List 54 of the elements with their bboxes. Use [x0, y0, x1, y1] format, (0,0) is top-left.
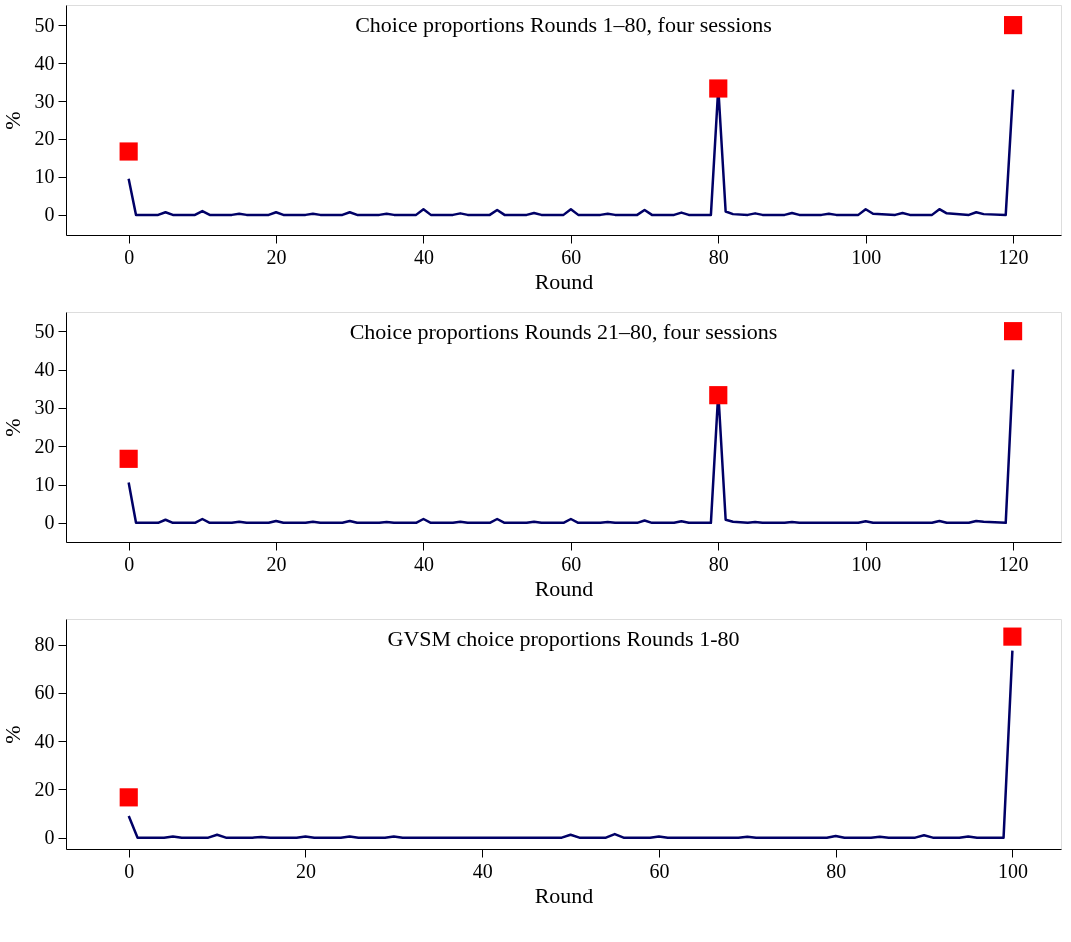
- x-tick-label: 120: [998, 552, 1029, 575]
- y-tick-label: 20: [34, 127, 55, 150]
- x-tick-label: 60: [561, 552, 582, 575]
- y-tick-label: 30: [34, 89, 55, 112]
- y-tick-label: 40: [34, 358, 55, 380]
- point: [709, 79, 728, 98]
- y-tick-label: 10: [34, 165, 55, 188]
- y-tick-label: 20: [34, 777, 55, 800]
- x-tick-label: 20: [266, 552, 287, 575]
- chart-title: GVSM choice proportions Rounds 1-80: [387, 626, 740, 651]
- x-tick-label: 40: [472, 859, 493, 882]
- y-tick-label: 50: [34, 319, 55, 342]
- point: [1004, 16, 1023, 35]
- y-axis-title: %: [0, 418, 25, 437]
- x-tick-label: 100: [851, 245, 882, 268]
- line-series: [127, 649, 1014, 839]
- x-axis-title: Round: [534, 882, 594, 908]
- x-tick-label: 40: [413, 552, 434, 575]
- y-tick-label: 80: [34, 633, 55, 656]
- y-tick-label: 20: [34, 434, 55, 457]
- point: [1004, 322, 1023, 341]
- chart-title: Choice proportions Rounds 1–80, four sessions: [355, 12, 772, 37]
- y-tick-label: 60: [34, 681, 55, 704]
- x-tick-label: 80: [708, 245, 729, 268]
- x-tick-label: 0: [124, 552, 135, 575]
- point: [119, 142, 138, 161]
- x-tick-label: 0: [124, 245, 135, 268]
- x-tick-label: 40: [413, 245, 434, 268]
- chart-title: Choice proportions Rounds 21–80, four sessions: [349, 319, 778, 344]
- point: [119, 449, 138, 468]
- y-axis-title: %: [0, 725, 25, 744]
- x-axis-title: Round: [534, 268, 594, 294]
- y-tick-label: 10: [34, 473, 55, 495]
- x-tick-label: 20: [266, 245, 287, 268]
- y-tick-label: 0: [44, 511, 55, 534]
- x-tick-label: 60: [561, 245, 582, 268]
- y-tick-label: 30: [34, 396, 55, 419]
- y-tick-label: 0: [44, 203, 55, 226]
- x-tick-label: 20: [295, 859, 316, 882]
- y-axis-title: %: [0, 111, 25, 130]
- y-tick-label: 0: [44, 826, 55, 849]
- x-tick-label: 120: [998, 245, 1029, 268]
- y-tick-label: 50: [34, 13, 55, 36]
- y-tick-label: 40: [34, 51, 55, 74]
- x-axis-title: Round: [534, 575, 594, 601]
- x-tick-label: 80: [708, 552, 729, 575]
- point: [709, 386, 728, 405]
- x-tick-label: 0: [124, 859, 135, 882]
- x-tick-label: 60: [649, 859, 670, 882]
- y-tick-label: 40: [34, 729, 55, 752]
- x-tick-label: 100: [851, 552, 882, 575]
- x-tick-label: 100: [997, 859, 1028, 882]
- line-series: [127, 368, 1015, 525]
- x-tick-label: 80: [826, 859, 847, 882]
